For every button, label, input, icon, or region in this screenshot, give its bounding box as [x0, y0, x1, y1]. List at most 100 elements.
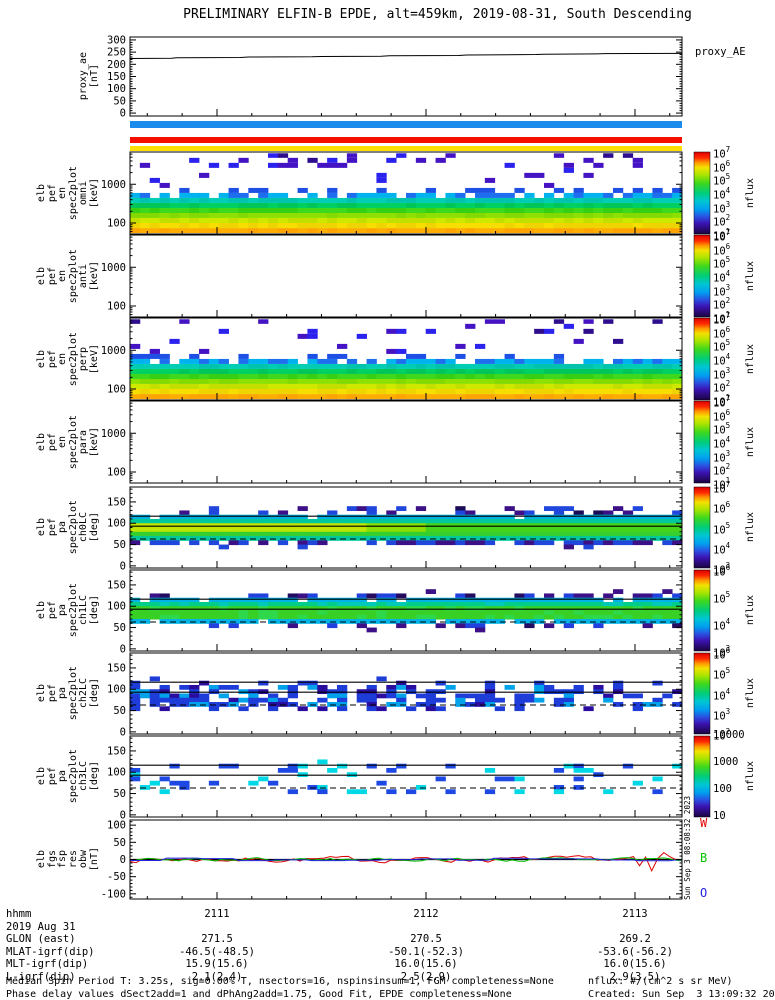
ylabel-line: ch2LC [78, 678, 89, 709]
colorbar-tick-label: 106 [713, 563, 731, 579]
ytick-label: 100 [107, 518, 126, 530]
ytick-label: 50 [113, 788, 126, 800]
ylabel-line: en [57, 186, 68, 200]
ytick-label: 50 [113, 622, 126, 634]
axis-row-value: -46.5(-48.5) [179, 945, 255, 958]
ylabel-line: obw [78, 850, 89, 869]
ytick-label: 150 [107, 745, 126, 757]
nflux-label: nflux [744, 512, 756, 543]
ylabel-line: pa [57, 604, 68, 617]
ylabel-line: en [57, 352, 68, 366]
ylabel-line: elb [36, 684, 47, 703]
colorbar-tick-label: 106 [713, 324, 731, 341]
colorbar-tick-label: 103 [713, 706, 731, 723]
ylabel-line: fsp [57, 850, 68, 869]
colorbar-pa_ch0lc [693, 486, 711, 569]
quality-bar-yellow [130, 146, 682, 151]
colorbar-tick-label: 105 [713, 520, 731, 536]
ylabel-line: elb [36, 518, 47, 537]
ytick-label: 100 [107, 83, 126, 95]
colorbar-tick-label: 105 [713, 172, 731, 188]
colorbar-tick-label: 107 [713, 394, 731, 410]
colorbar-unit-label: nflux [742, 653, 756, 734]
ylabel-pa_ch1lc: elb pef pa spec2plot ch1LC [deg] [28, 570, 100, 651]
ytick-label: 1000 [101, 428, 126, 440]
ytick-label: 1000 [101, 179, 126, 191]
ylabel-line: elb [36, 767, 47, 786]
colorbar-tick-label: 10 [713, 810, 726, 822]
ylabel-en_anti: elb pef en spec2plot anti [keV] [28, 235, 100, 317]
ylabel-en_omni: elb pef en spec2plot omni [keV] [28, 152, 100, 234]
proxy-ae-right-label: proxy_AE [695, 46, 746, 58]
mag-line-W [129, 851, 683, 873]
panel-pa_ch0lc: 0 50 100 150 [107, 486, 711, 572]
ylabel-line: elb [36, 349, 47, 369]
axis-row-value: -50.1(-52.3) [388, 945, 464, 958]
ytick-label: 0 [120, 643, 126, 655]
ytick-label: 50 [113, 705, 126, 717]
colorbar-tick-label: 107 [713, 480, 731, 496]
ytick-label: 1000 [101, 345, 126, 357]
colorbar-tick-label: 103 [713, 448, 731, 465]
proxy-ae-line [129, 52, 683, 59]
panel-en_perp: 100 1000 [101, 317, 711, 401]
axis-row-label: 2019 Aug 31 [6, 920, 76, 933]
ylabel-line: en [57, 269, 68, 283]
colorbar-tick-label: 10000 [713, 729, 745, 741]
ytick-label: 50 [113, 539, 126, 551]
colorbar-en_anti [693, 234, 711, 318]
colorbar-tick-label: 102 [713, 296, 731, 312]
panel-pa_ch3lc: 0 50 100 150 [107, 735, 711, 821]
colorbar-tick-label: 107 [713, 228, 731, 244]
ylabel-line: [keV] [88, 343, 100, 375]
colorbar-tick-label: 107 [713, 311, 731, 327]
colorbar-unit-label: nflux [742, 152, 756, 234]
quality-bar-red [130, 137, 682, 143]
colorbar-tick-label: 101 [713, 227, 731, 243]
ytick-label: 150 [107, 579, 126, 591]
colorbar-tick-label: 102 [713, 462, 731, 478]
colorbar-tick-label: 104 [713, 186, 731, 202]
ylabel-line: [keV] [88, 260, 100, 292]
ylabel-line: [deg] [88, 512, 100, 543]
ytick-label: 0 [120, 560, 126, 572]
colorbar-en_para [693, 400, 711, 484]
quality-bars [130, 121, 682, 151]
nflux-label: nflux [744, 426, 756, 458]
nflux-label: nflux [744, 678, 756, 709]
panel-pa_ch2lc: 0 50 100 150 [107, 652, 711, 738]
colorbar-unit-label: nflux [742, 235, 756, 317]
ylabel-line: elb [36, 850, 47, 869]
axis-row-label: GLON (east) [6, 933, 76, 945]
ytick-label: 250 [107, 47, 126, 59]
axis-row-value: -53.6(-56.2) [597, 945, 673, 958]
colorbar-tick-label: 107 [713, 145, 731, 161]
colorbar-tick-label: 106 [713, 646, 731, 662]
ylabel-line: ch3LC [78, 761, 89, 792]
ytick-label: 150 [107, 662, 126, 674]
ytick-label: 0 [120, 108, 126, 120]
colorbar-tick-label: 101 [713, 476, 731, 492]
mag-line-B [129, 857, 683, 862]
footer-nflux-unit: nflux: #/(cm^2 s sr MeV) [588, 976, 733, 987]
colorbar-unit-label: nflux [742, 401, 756, 483]
legend-O: O [700, 886, 708, 900]
ylabel-line: ch0LC [78, 512, 89, 543]
colorbar-pa_ch2lc [693, 652, 711, 735]
ylabel-mag: elb fgs fsp res obw [nT] [28, 820, 100, 899]
ylabel-en_perp: elb pef en spec2plot perp [keV] [28, 318, 100, 400]
ylabel-line: elb [36, 601, 47, 620]
panel-en_para: 100 1000 [101, 400, 711, 484]
footer-left-2: Phase delay values dSect2add=1 and dPhAn… [6, 988, 512, 1000]
ylabel-line: [nT] [88, 64, 100, 89]
ytick-label: 100 [107, 820, 126, 832]
ytick-label: 100 [107, 217, 126, 229]
ytick-label: 100 [107, 466, 126, 478]
footer-left-1: Median Spin Period T: 3.25s, sig=0.00% T… [6, 976, 554, 987]
ytick-label: 100 [107, 383, 126, 395]
ylabel-line: [deg] [88, 761, 100, 792]
ylabel-line: ch1LC [78, 595, 89, 626]
